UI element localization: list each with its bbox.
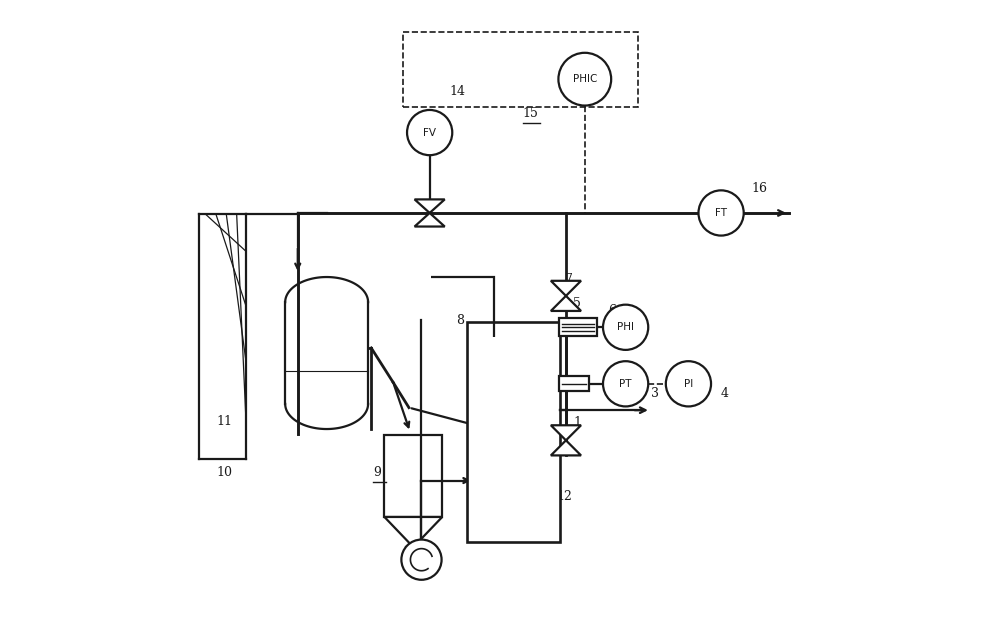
Polygon shape	[551, 281, 581, 296]
Circle shape	[603, 305, 648, 350]
Circle shape	[558, 53, 611, 105]
Text: 11: 11	[216, 415, 232, 428]
Polygon shape	[384, 517, 442, 547]
Polygon shape	[415, 213, 445, 227]
Polygon shape	[551, 440, 581, 455]
Text: 16: 16	[751, 182, 767, 195]
Bar	[559, 318, 597, 336]
Text: 8: 8	[456, 315, 464, 327]
Circle shape	[666, 361, 711, 406]
Text: 2: 2	[573, 377, 581, 390]
Text: 7: 7	[565, 273, 573, 286]
Text: 5: 5	[573, 297, 581, 309]
Text: 4: 4	[721, 386, 729, 399]
Text: PHIC: PHIC	[573, 74, 597, 84]
Text: 3: 3	[651, 386, 659, 399]
Text: 12: 12	[557, 490, 572, 503]
Text: PT: PT	[619, 379, 632, 389]
Text: 15: 15	[523, 107, 538, 120]
Text: PI: PI	[684, 379, 693, 389]
Text: FT: FT	[715, 208, 727, 218]
Text: PHI: PHI	[617, 322, 634, 333]
Text: 14: 14	[450, 85, 466, 98]
Polygon shape	[551, 296, 581, 311]
Circle shape	[407, 110, 452, 155]
Circle shape	[698, 190, 744, 236]
Bar	[467, 322, 560, 542]
Bar	[384, 435, 442, 517]
Text: 10: 10	[216, 466, 232, 480]
Circle shape	[401, 539, 442, 580]
Text: 9: 9	[373, 466, 381, 480]
Circle shape	[603, 361, 648, 406]
Polygon shape	[551, 425, 581, 440]
Text: 1: 1	[573, 416, 581, 429]
Bar	[559, 376, 589, 392]
Polygon shape	[415, 200, 445, 213]
Text: FV: FV	[423, 128, 436, 137]
Text: 6: 6	[608, 304, 616, 317]
Text: 13: 13	[417, 566, 433, 578]
